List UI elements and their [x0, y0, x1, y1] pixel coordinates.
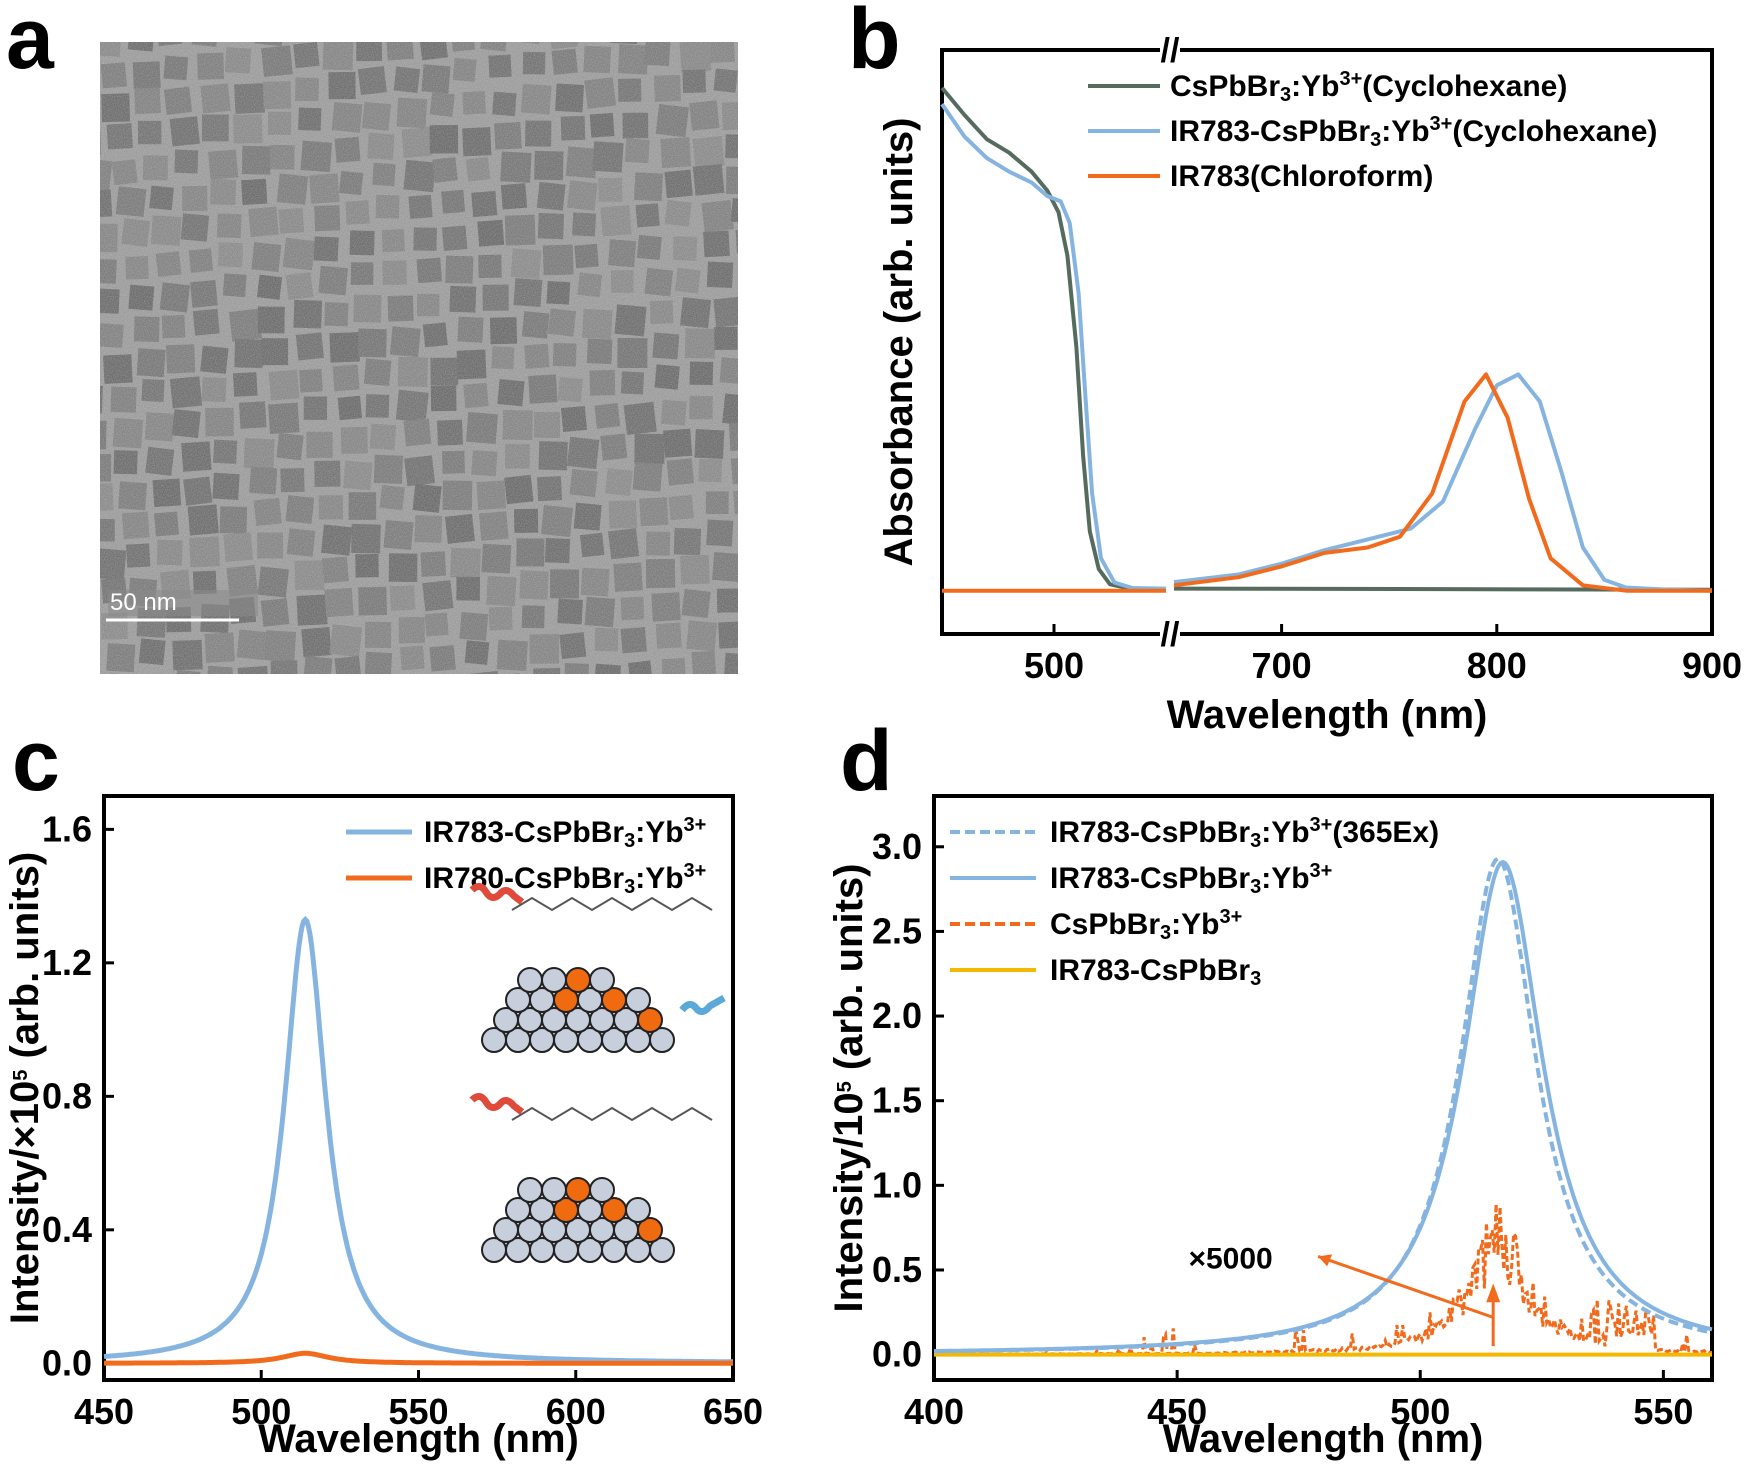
tem-image: 50 nm	[100, 42, 738, 674]
panel-a-letter: a	[6, 0, 55, 87]
scale-bar-label: 50 nm	[110, 589, 177, 616]
panel-d-letter: d	[840, 713, 893, 809]
panel-b-letter: b	[848, 0, 901, 87]
tem-micrograph: 50 nm	[100, 42, 738, 674]
panel-c-letter: c	[12, 713, 60, 809]
